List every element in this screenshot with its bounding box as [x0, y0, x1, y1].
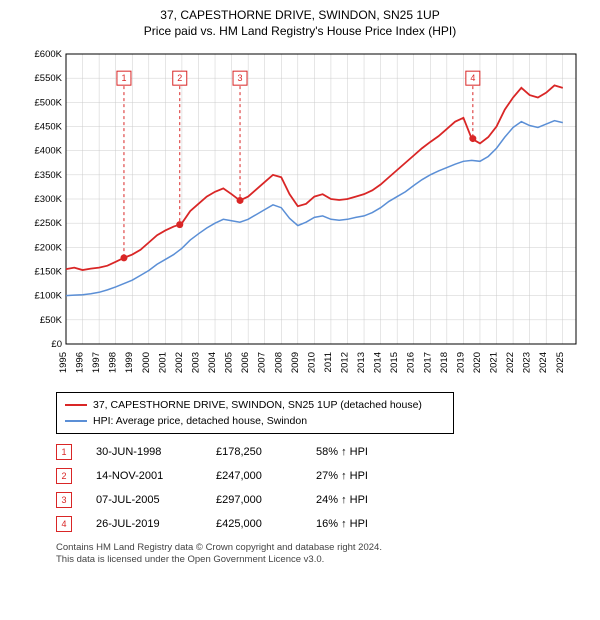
svg-text:£150K: £150K [35, 267, 63, 278]
footer-line-2: This data is licensed under the Open Gov… [56, 554, 590, 566]
title-line-1: 37, CAPESTHORNE DRIVE, SWINDON, SN25 1UP [10, 8, 590, 22]
svg-text:2001: 2001 [157, 352, 168, 373]
svg-text:2016: 2016 [406, 352, 417, 373]
svg-text:£200K: £200K [35, 242, 63, 253]
price-chart: £0 £50K £100K £150K £200K £250K £300K £350K £400… [20, 44, 580, 384]
svg-text:£300K: £300K [35, 194, 63, 205]
transaction-badge: 4 [56, 516, 72, 532]
transactions-table: 1 30-JUN-1998£178,25058% ↑ HPI 2 14-NOV-200… [56, 440, 590, 536]
transaction-date: 14-NOV-2001 [96, 470, 216, 482]
svg-text:2022: 2022 [505, 352, 516, 373]
svg-text:£450K: £450K [35, 122, 63, 133]
svg-text:2014: 2014 [373, 352, 384, 373]
legend-swatch [65, 404, 87, 406]
svg-text:2017: 2017 [422, 352, 433, 373]
legend-item: 37, CAPESTHORNE DRIVE, SWINDON, SN25 1UP… [65, 397, 445, 413]
svg-text:2012: 2012 [339, 352, 350, 373]
svg-text:£250K: £250K [35, 218, 63, 229]
svg-text:2003: 2003 [190, 352, 201, 373]
svg-text:£0: £0 [51, 339, 62, 350]
svg-text:£100K: £100K [35, 291, 63, 302]
title-line-2: Price paid vs. HM Land Registry's House … [10, 24, 590, 38]
container: 37, CAPESTHORNE DRIVE, SWINDON, SN25 1UP… [0, 0, 600, 620]
legend-label: 37, CAPESTHORNE DRIVE, SWINDON, SN25 1UP… [93, 399, 422, 411]
chart-svg: £0 £50K £100K £150K £200K £250K £300K £350K £400… [20, 44, 580, 384]
svg-text:2: 2 [177, 73, 182, 83]
svg-text:1997: 1997 [91, 352, 102, 373]
svg-text:£550K: £550K [35, 73, 63, 84]
transaction-date: 07-JUL-2005 [96, 494, 216, 506]
svg-text:£50K: £50K [40, 315, 63, 326]
legend-item: HPI: Average price, detached house, Swin… [65, 413, 445, 429]
svg-text:2024: 2024 [538, 352, 549, 373]
transaction-date: 30-JUN-1998 [96, 446, 216, 458]
svg-text:£400K: £400K [35, 146, 63, 157]
svg-text:2005: 2005 [224, 352, 235, 373]
svg-text:£500K: £500K [35, 97, 63, 108]
transaction-diff: 58% ↑ HPI [316, 446, 406, 458]
transaction-badge: 1 [56, 444, 72, 460]
transaction-row: 4 26-JUL-2019£425,00016% ↑ HPI [56, 512, 590, 536]
svg-text:£350K: £350K [35, 170, 63, 181]
legend: 37, CAPESTHORNE DRIVE, SWINDON, SN25 1UP… [56, 392, 454, 434]
svg-text:2000: 2000 [141, 352, 152, 373]
svg-text:£600K: £600K [35, 49, 63, 60]
transaction-diff: 16% ↑ HPI [316, 518, 406, 530]
transaction-price: £297,000 [216, 494, 316, 506]
transaction-price: £425,000 [216, 518, 316, 530]
transaction-diff: 24% ↑ HPI [316, 494, 406, 506]
transaction-price: £178,250 [216, 446, 316, 458]
svg-text:2004: 2004 [207, 352, 218, 373]
svg-text:1: 1 [121, 73, 126, 83]
svg-text:2023: 2023 [522, 352, 533, 373]
svg-text:2020: 2020 [472, 352, 483, 373]
svg-text:3: 3 [238, 73, 243, 83]
legend-swatch [65, 420, 87, 422]
svg-text:2002: 2002 [174, 352, 185, 373]
svg-text:2019: 2019 [455, 352, 466, 373]
footer: Contains HM Land Registry data © Crown c… [56, 542, 590, 567]
transaction-row: 3 07-JUL-2005£297,00024% ↑ HPI [56, 488, 590, 512]
svg-text:2008: 2008 [273, 352, 284, 373]
transaction-row: 1 30-JUN-1998£178,25058% ↑ HPI [56, 440, 590, 464]
svg-text:2013: 2013 [356, 352, 367, 373]
svg-text:1995: 1995 [58, 352, 69, 373]
svg-text:2006: 2006 [240, 352, 251, 373]
transaction-row: 2 14-NOV-2001£247,00027% ↑ HPI [56, 464, 590, 488]
transaction-price: £247,000 [216, 470, 316, 482]
transaction-badge: 3 [56, 492, 72, 508]
svg-text:2009: 2009 [290, 352, 301, 373]
legend-label: HPI: Average price, detached house, Swin… [93, 415, 307, 427]
svg-text:2010: 2010 [306, 352, 317, 373]
footer-line-1: Contains HM Land Registry data © Crown c… [56, 542, 590, 554]
svg-text:2007: 2007 [257, 352, 268, 373]
svg-text:1998: 1998 [108, 352, 119, 373]
svg-text:2015: 2015 [389, 352, 400, 373]
svg-text:2011: 2011 [323, 352, 334, 372]
transaction-date: 26-JUL-2019 [96, 518, 216, 530]
svg-text:1996: 1996 [75, 352, 86, 373]
transaction-diff: 27% ↑ HPI [316, 470, 406, 482]
svg-text:2025: 2025 [555, 352, 566, 373]
svg-text:4: 4 [470, 73, 475, 83]
svg-text:1999: 1999 [124, 352, 135, 373]
svg-text:2021: 2021 [489, 352, 500, 373]
transaction-badge: 2 [56, 468, 72, 484]
svg-text:2018: 2018 [439, 352, 450, 373]
